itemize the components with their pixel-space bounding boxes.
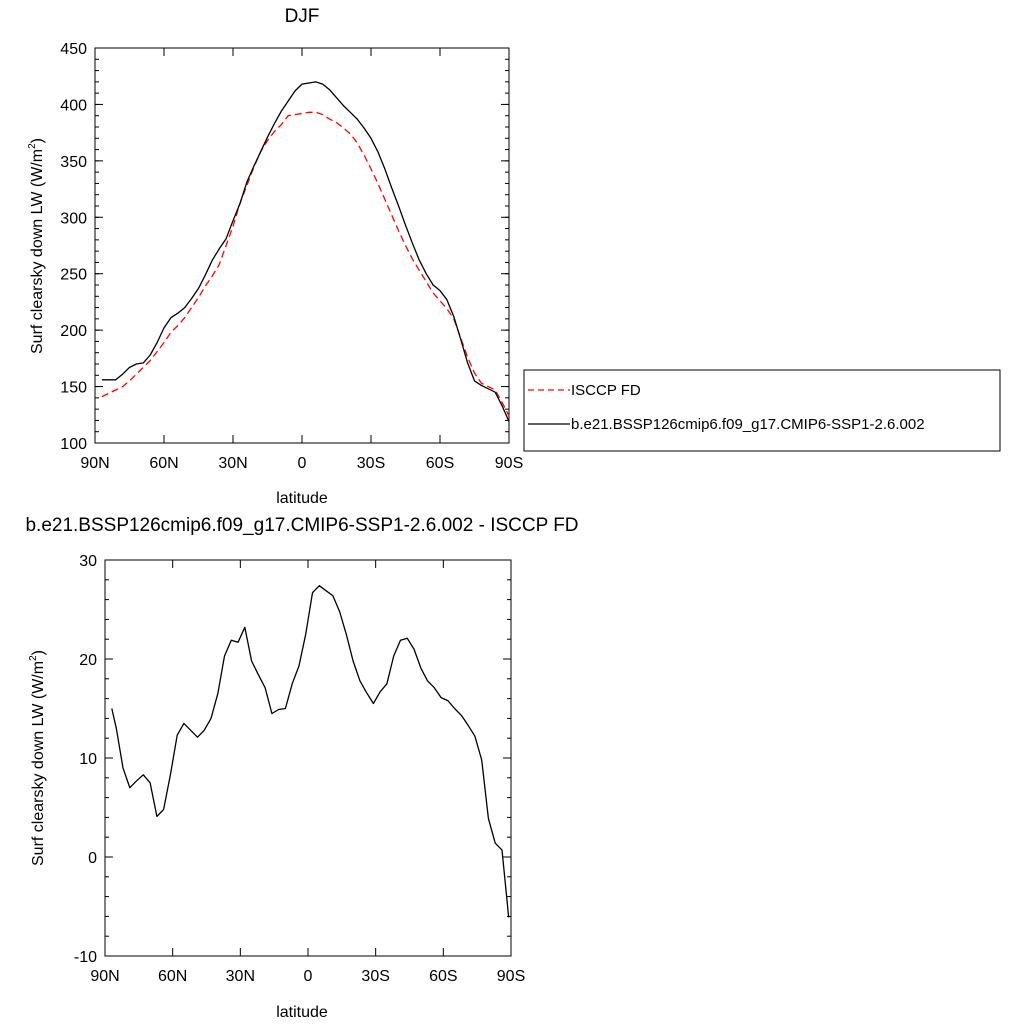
bottom-series-lines — [111, 585, 510, 918]
bottom-ytick-label: -10 — [74, 949, 97, 966]
bottom-y-axis-label-sup: 2 — [28, 655, 39, 661]
top-series-lines — [101, 81, 510, 422]
bottom-ytick-label: 30 — [79, 553, 97, 570]
bottom-ytick-label: 20 — [79, 652, 97, 669]
bottom-x-axis-label: latitude — [276, 1004, 328, 1021]
top-ytick-label: 350 — [60, 154, 87, 171]
top-ytick-label: 450 — [60, 41, 87, 58]
bottom-panel: b.e21.BSSP126cmip6.f09_g17.CMIP6-SSP1-2.… — [25, 515, 578, 1021]
top-chart-title: DJF — [285, 6, 320, 27]
top-xtick-label: 90S — [495, 455, 523, 472]
top-y-axis-label-sup: 2 — [27, 143, 38, 149]
bottom-chart-title: b.e21.BSSP126cmip6.f09_g17.CMIP6-SSP1-2.… — [25, 515, 578, 536]
top-series-line-0 — [101, 111, 510, 417]
bottom-y-axis-label-main: Surf clearsky down LW (W/m — [30, 661, 47, 866]
bottom-series-line-0 — [111, 585, 510, 918]
top-y-tick-labels: 100 150 200 250 300 350 400 450 — [60, 41, 87, 453]
top-xtick-label: 60N — [149, 455, 178, 472]
top-xtick-label: 0 — [298, 455, 307, 472]
top-xtick-label: 30N — [218, 455, 247, 472]
bottom-tick-marks — [104, 559, 512, 957]
top-tick-marks — [94, 47, 510, 444]
top-ytick-label: 100 — [60, 436, 87, 453]
bottom-xtick-label: 90S — [497, 968, 525, 985]
top-plot-frame — [94, 47, 510, 444]
legend-label-model: b.e21.BSSP126cmip6.f09_g17.CMIP6-SSP1-2.… — [571, 416, 925, 433]
top-xtick-label: 60S — [426, 455, 454, 472]
bottom-y-axis-label: Surf clearsky down LW (W/m2) — [28, 650, 47, 866]
top-xtick-label: 30S — [357, 455, 385, 472]
top-xtick-label: 90N — [80, 455, 109, 472]
top-ytick-label: 250 — [60, 267, 87, 284]
legend-label-isccp: ISCCP FD — [571, 382, 641, 399]
legend: ISCCP FD b.e21.BSSP126cmip6.f09_g17.CMIP… — [523, 369, 1001, 452]
bottom-ytick-label: 0 — [88, 850, 97, 867]
legend-box — [523, 369, 1001, 452]
top-ytick-label: 300 — [60, 210, 87, 227]
top-panel: DJF 100 150 200 250 300 350 400 450 90N 60N 30N 0 3… — [27, 6, 1001, 507]
top-y-axis-label-main: Surf clearsky down LW (W/m — [29, 149, 46, 354]
bottom-xtick-label: 60S — [429, 968, 457, 985]
bottom-xtick-label: 0 — [304, 968, 313, 985]
bottom-xtick-label: 90N — [90, 968, 119, 985]
bottom-xtick-label: 60N — [158, 968, 187, 985]
top-x-axis-label: latitude — [276, 490, 328, 507]
top-series-line-1 — [101, 81, 510, 422]
bottom-xtick-label: 30S — [361, 968, 389, 985]
top-ytick-label: 200 — [60, 323, 87, 340]
bottom-y-tick-labels: -10 0 10 20 30 — [74, 553, 97, 966]
top-ytick-label: 400 — [60, 97, 87, 114]
top-ytick-label: 150 — [60, 380, 87, 397]
top-y-axis-label: Surf clearsky down LW (W/m2) — [27, 138, 46, 354]
top-y-axis-label-close: ) — [29, 138, 46, 143]
top-x-tick-labels: 90N 60N 30N 0 30S 60S 90S — [80, 455, 523, 472]
bottom-ytick-label: 10 — [79, 751, 97, 768]
bottom-y-axis-label-close: ) — [30, 650, 47, 655]
bottom-xtick-label: 30N — [226, 968, 255, 985]
bottom-x-tick-labels: 90N 60N 30N 0 30S 60S 90S — [90, 968, 525, 985]
